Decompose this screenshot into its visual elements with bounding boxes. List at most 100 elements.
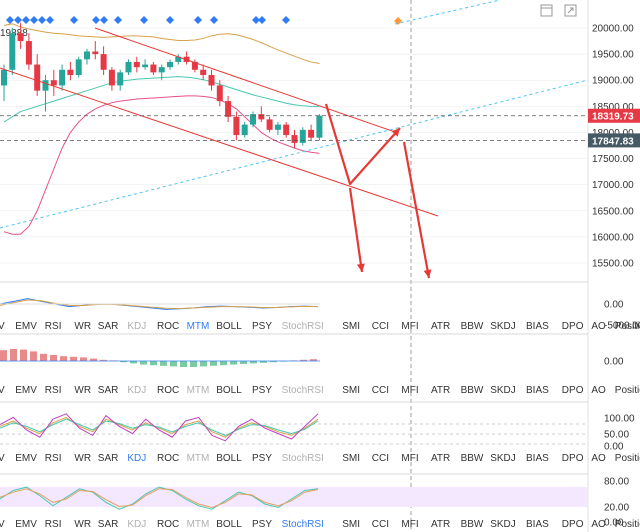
indicator-tab-bias[interactable]: BIAS: [526, 321, 549, 332]
window-icon[interactable]: [540, 4, 553, 17]
candle-body[interactable]: [225, 101, 232, 117]
indicator-tab-psy[interactable]: PSY: [252, 519, 272, 530]
indicator-tab-stochrsi[interactable]: StochRSI: [282, 321, 324, 332]
indicator-tab-psy[interactable]: PSY: [252, 385, 272, 396]
candle-body[interactable]: [250, 114, 256, 125]
indicator-tab-emv[interactable]: EMV: [15, 453, 37, 464]
candle-body[interactable]: [241, 124, 248, 136]
candle-body[interactable]: [216, 85, 223, 102]
indicator-tab-mfi[interactable]: MFI: [401, 385, 418, 396]
candle-body[interactable]: [142, 64, 149, 68]
indicator-tab-smi[interactable]: SMI: [342, 385, 360, 396]
indicator-tab-v[interactable]: V: [0, 519, 5, 530]
indicator-tab-cci[interactable]: CCI: [372, 385, 389, 396]
marker-diamond[interactable]: [38, 16, 46, 24]
candle-body[interactable]: [283, 124, 290, 136]
marker-diamond[interactable]: [210, 16, 218, 24]
channel-upper-line[interactable]: [94, 27, 396, 133]
indicator-tab-sar[interactable]: SAR: [98, 453, 119, 464]
indicator-tab-kdj[interactable]: KDJ: [127, 321, 146, 332]
indicator-tab-wr[interactable]: WR: [74, 453, 91, 464]
indicator-tab-boll[interactable]: BOLL: [216, 385, 242, 396]
candle-body[interactable]: [191, 61, 198, 70]
maximize-icon[interactable]: [564, 4, 577, 17]
indicator-tab-sar[interactable]: SAR: [98, 321, 119, 332]
indicator-tab-wr[interactable]: WR: [74, 385, 91, 396]
indicator-tab-stochrsi[interactable]: StochRSI: [282, 453, 324, 464]
marker-diamond[interactable]: [14, 16, 22, 24]
indicator-tab-kdj[interactable]: KDJ: [127, 453, 146, 464]
candle-body[interactable]: [59, 69, 66, 86]
marker-diamond[interactable]: [252, 16, 260, 24]
candle-body[interactable]: [117, 72, 124, 86]
indicator-tab-mtm[interactable]: MTM: [187, 519, 210, 530]
indicator-tab-skdj[interactable]: SKDJ: [490, 453, 516, 464]
indicator-tab-roc[interactable]: ROC: [157, 519, 179, 530]
candle-body[interactable]: [1, 69, 7, 86]
indicator-tab-atr[interactable]: ATR: [431, 321, 450, 332]
indicator-tab-mfi[interactable]: MFI: [401, 453, 418, 464]
indicator-tab-kdj[interactable]: KDJ: [127, 519, 146, 530]
indicator-tab-ao[interactable]: AO: [591, 453, 606, 464]
indicator-tab-emv[interactable]: EMV: [15, 385, 37, 396]
indicator-tab-position[interactable]: Position: [615, 321, 640, 332]
indicator-tab-rows[interactable]: V EMV RSI WR SAR KDJ ROC MTM BOLL PSY StochRSI SMI C…: [0, 321, 640, 530]
arrow-down-right[interactable]: [402, 141, 431, 279]
indicator-tab-mfi[interactable]: MFI: [401, 519, 418, 530]
indicator-tab-stochrsi[interactable]: StochRSI: [282, 519, 324, 530]
marker-diamond[interactable]: [100, 16, 108, 24]
marker-diamond[interactable]: [6, 16, 14, 24]
indicator-tab-wr[interactable]: WR: [74, 321, 91, 332]
indicator-tab-smi[interactable]: SMI: [342, 321, 360, 332]
forecast-arrows[interactable]: [324, 103, 432, 279]
candle-body[interactable]: [84, 51, 90, 60]
indicator-tab-bbw[interactable]: BBW: [461, 453, 484, 464]
candle-body[interactable]: [150, 64, 157, 73]
indicator-tab-dpo[interactable]: DPO: [562, 519, 584, 530]
candle-body[interactable]: [175, 56, 182, 62]
indicator-tab-smi[interactable]: SMI: [342, 519, 360, 530]
indicator-tab-position[interactable]: Position: [615, 453, 640, 464]
indicator-tab-boll[interactable]: BOLL: [216, 519, 242, 530]
emv-panel[interactable]: [0, 349, 320, 367]
candle-body[interactable]: [67, 69, 74, 75]
indicator-tab-v[interactable]: V: [0, 321, 5, 332]
indicator-tab-bbw[interactable]: BBW: [461, 321, 484, 332]
indicator-tab-atr[interactable]: ATR: [431, 519, 450, 530]
indicator-tab-position[interactable]: Position: [615, 385, 640, 396]
indicator-tab-rsi[interactable]: RSI: [45, 385, 62, 396]
candle-body[interactable]: [17, 33, 24, 42]
candle-body[interactable]: [42, 80, 49, 91]
indicator-tab-bias[interactable]: BIAS: [526, 519, 549, 530]
candle-body[interactable]: [133, 61, 140, 68]
candle-body[interactable]: [258, 114, 265, 120]
indicator-tab-cci[interactable]: CCI: [372, 321, 389, 332]
channel-lower-line[interactable]: [0, 67, 439, 217]
indicator-tab-smi[interactable]: SMI: [342, 453, 360, 464]
indicator-panels[interactable]: [0, 298, 588, 510]
indicator-tab-bias[interactable]: BIAS: [526, 453, 549, 464]
indicator-tab-skdj[interactable]: SKDJ: [490, 321, 516, 332]
event-markers[interactable]: [6, 16, 402, 25]
indicator-tab-rsi[interactable]: RSI: [45, 519, 62, 530]
marker-diamond[interactable]: [22, 16, 30, 24]
candle-body[interactable]: [108, 69, 115, 86]
candles[interactable]: [1, 22, 323, 149]
indicator-tab-sar[interactable]: SAR: [98, 519, 119, 530]
indicator-tab-dpo[interactable]: DPO: [562, 321, 584, 332]
indicator-tab-cci[interactable]: CCI: [372, 453, 389, 464]
candle-body[interactable]: [308, 129, 315, 138]
candle-body[interactable]: [316, 115, 323, 138]
candle-body[interactable]: [92, 51, 99, 55]
marker-diamond[interactable]: [46, 16, 54, 24]
toolbar-icons[interactable]: [540, 4, 577, 17]
indicator-tab-atr[interactable]: ATR: [431, 385, 450, 396]
candle-body[interactable]: [75, 59, 82, 75]
indicator-tab-skdj[interactable]: SKDJ: [490, 519, 516, 530]
marker-diamond[interactable]: [30, 16, 38, 24]
candle-body[interactable]: [158, 67, 165, 73]
indicator-tab-bbw[interactable]: BBW: [461, 519, 484, 530]
stochrsi-panel[interactable]: [0, 486, 319, 510]
indicator-tab-roc[interactable]: ROC: [157, 385, 179, 396]
indicator-tab-dpo[interactable]: DPO: [562, 385, 584, 396]
